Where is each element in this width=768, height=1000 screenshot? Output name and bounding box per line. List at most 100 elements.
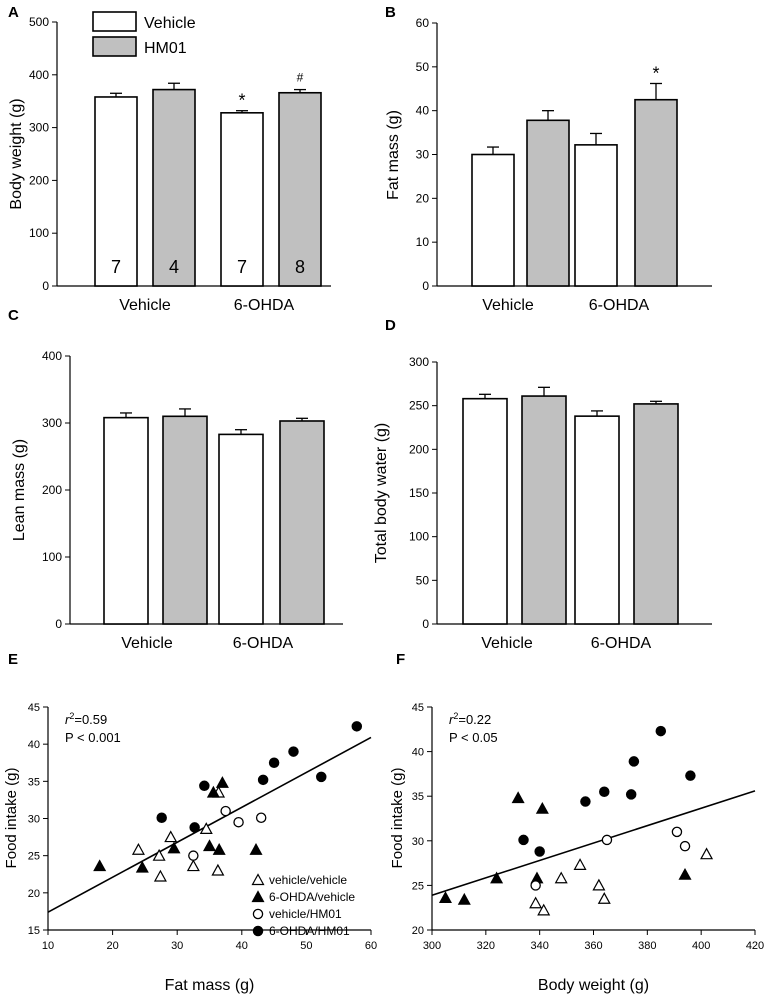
sample-size-label: 4 bbox=[169, 257, 179, 277]
legend-marker bbox=[251, 873, 265, 886]
bar-vehicle bbox=[574, 415, 620, 625]
y-axis-label: Lean mass (g) bbox=[11, 439, 28, 541]
y-tick-label: 45 bbox=[412, 702, 424, 714]
significance-marker: * bbox=[238, 91, 245, 111]
x-tick-label: 380 bbox=[638, 940, 656, 952]
point-6-ohda-vehicle bbox=[202, 839, 217, 852]
y-tick-label: 40 bbox=[416, 104, 430, 118]
point-vehicle-hm01 bbox=[188, 850, 199, 861]
legend-label: HM01 bbox=[144, 40, 187, 57]
point-6-ohda-hm01 bbox=[599, 786, 610, 797]
point-6-ohda-vehicle bbox=[535, 801, 549, 814]
legend-marker bbox=[251, 890, 265, 903]
point-6-ohda-vehicle bbox=[490, 871, 504, 884]
point-6-ohda-hm01 bbox=[189, 822, 200, 833]
point-6-ohda-vehicle bbox=[212, 842, 226, 855]
y-tick-label: 300 bbox=[409, 355, 429, 369]
point-vehicle-vehicle bbox=[186, 859, 200, 872]
bar-hm01 bbox=[278, 91, 322, 287]
y-tick-label: 25 bbox=[28, 851, 40, 863]
point-vehicle-vehicle bbox=[573, 858, 587, 870]
point-vehicle-vehicle bbox=[199, 822, 213, 835]
point-6-ohda-hm01 bbox=[351, 721, 363, 732]
category-label: Vehicle bbox=[482, 297, 534, 314]
panel-letter: A bbox=[8, 4, 19, 21]
p-value-label: P < 0.05 bbox=[449, 730, 498, 745]
bar-hm01 bbox=[162, 415, 208, 625]
x-tick-label: 340 bbox=[530, 940, 548, 952]
category-label: 6-OHDA bbox=[233, 635, 294, 652]
bar-hm01 bbox=[521, 395, 567, 625]
panel-letter: C bbox=[8, 307, 19, 324]
r-squared-label: r2=0.22 bbox=[449, 711, 491, 727]
panel-letter: E bbox=[8, 651, 18, 668]
point-vehicle-vehicle bbox=[153, 869, 167, 882]
point-6-ohda-hm01 bbox=[655, 725, 667, 737]
y-tick-label: 200 bbox=[409, 442, 429, 456]
category-label: Vehicle bbox=[121, 635, 173, 652]
panel-letter: D bbox=[385, 317, 396, 334]
bar-vehicle bbox=[220, 112, 264, 287]
y-tick-label: 200 bbox=[42, 483, 62, 497]
panel-letter: B bbox=[385, 4, 396, 21]
y-tick-label: 500 bbox=[29, 15, 49, 29]
bar-hm01 bbox=[279, 420, 325, 625]
r-symbol: r bbox=[65, 712, 70, 727]
bar-vehicle bbox=[471, 153, 515, 287]
point-6-ohda-hm01 bbox=[316, 771, 327, 783]
point-6-ohda-vehicle bbox=[93, 859, 107, 872]
y-tick-label: 250 bbox=[409, 399, 429, 413]
legend-marker bbox=[252, 925, 264, 937]
point-vehicle-vehicle bbox=[211, 863, 225, 876]
point-6-ohda-hm01 bbox=[199, 780, 210, 792]
point-6-ohda-hm01 bbox=[268, 757, 280, 769]
point-vehicle-hm01 bbox=[601, 834, 613, 846]
legend: vehicle/vehicle 6-OHDA/vehicle vehicle/HM0… bbox=[251, 873, 355, 938]
point-6-ohda-hm01 bbox=[580, 796, 591, 807]
y-tick-label: 45 bbox=[28, 702, 40, 714]
category-label: 6-OHDA bbox=[591, 635, 652, 652]
y-tick-label: 50 bbox=[416, 60, 430, 74]
y-tick-label: 20 bbox=[28, 888, 40, 900]
y-tick-label: 50 bbox=[416, 573, 430, 587]
y-tick-label: 200 bbox=[29, 173, 49, 187]
panel-e: E 15 20 25 30 35 40 45 Food intake (g) 10 20 30 40 50… bbox=[3, 651, 377, 994]
x-tick-label: 360 bbox=[584, 940, 602, 952]
y-tick-label: 0 bbox=[55, 617, 62, 631]
category-label: 6-OHDA bbox=[234, 297, 295, 314]
x-tick-label: 60 bbox=[365, 940, 377, 952]
r-symbol: r bbox=[449, 712, 454, 727]
bar-vehicle bbox=[218, 433, 264, 625]
y-tick-label: 400 bbox=[29, 68, 49, 82]
y-tick-label: 35 bbox=[412, 791, 424, 803]
r-superscript: 2 bbox=[69, 711, 74, 721]
bar-hm01 bbox=[526, 119, 570, 287]
panel-letter: F bbox=[396, 651, 405, 668]
significance-marker: # bbox=[297, 71, 304, 85]
x-tick-label: 10 bbox=[42, 940, 54, 952]
panel-b: B 0 10 20 30 40 50 60 Fat mass (g) Vehicle 6-OHDA * bbox=[385, 4, 712, 314]
bar-hm01 bbox=[633, 403, 679, 625]
point-6-ohda-vehicle bbox=[678, 867, 692, 880]
point-6-ohda-hm01 bbox=[534, 846, 545, 857]
y-tick-label: 40 bbox=[28, 739, 40, 751]
significance-marker: * bbox=[652, 63, 659, 83]
x-axis-label: Body weight (g) bbox=[538, 977, 649, 994]
point-vehicle-vehicle bbox=[597, 892, 611, 904]
x-tick-label: 20 bbox=[106, 940, 118, 952]
bar-hm01 bbox=[152, 88, 196, 287]
point-vehicle-hm01 bbox=[255, 812, 267, 824]
sample-size-label: 7 bbox=[237, 257, 247, 277]
regression-line bbox=[47, 736, 372, 913]
y-tick-label: 30 bbox=[412, 836, 424, 848]
point-6-ohda-vehicle bbox=[135, 860, 149, 873]
point-vehicle-vehicle bbox=[131, 842, 145, 855]
y-tick-label: 300 bbox=[29, 121, 49, 135]
point-vehicle-vehicle bbox=[529, 896, 543, 909]
panel-f: F 20 25 30 35 40 45 Food intake (g) 300 320 340 360… bbox=[389, 651, 764, 994]
y-tick-label: 30 bbox=[28, 814, 40, 826]
x-tick-label: 420 bbox=[746, 940, 764, 952]
point-6-ohda-hm01 bbox=[156, 812, 167, 824]
point-vehicle-hm01 bbox=[671, 826, 683, 838]
